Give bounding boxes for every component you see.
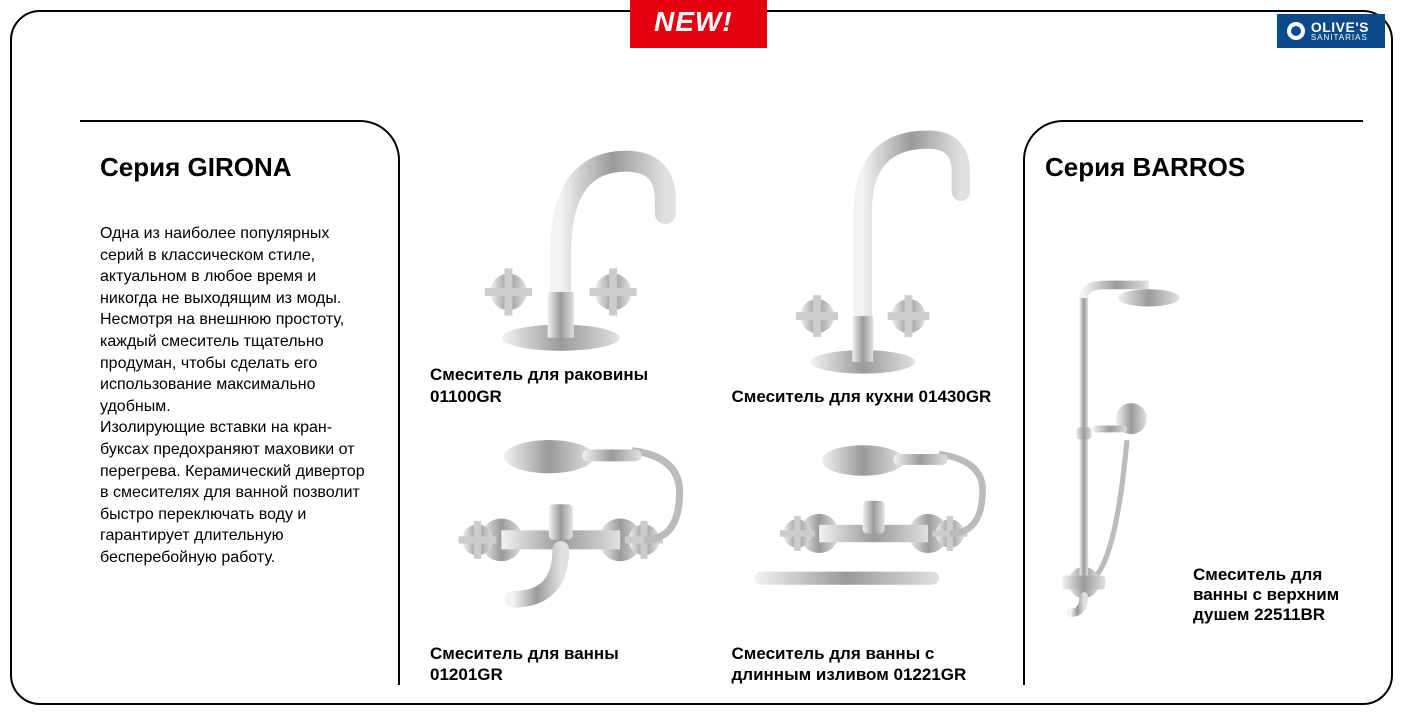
product-label: Смеситель для ванны с длинным изливом 01… xyxy=(732,643,994,686)
brand-line1: OLIVE'S xyxy=(1311,20,1369,34)
kitchen-faucet-svg xyxy=(732,120,994,382)
product-grid: Смеситель для раковины 01100GR Смеситель… xyxy=(430,120,993,685)
series-girona-title: Серия GIRONA xyxy=(100,152,374,183)
brand-text: OLIVE'S SANITARIAS xyxy=(1311,20,1369,42)
series-girona-block: Серия GIRONA Одна из наиболее популярных… xyxy=(80,120,400,685)
product-label: Смеситель для ванны 01201GR xyxy=(430,643,692,686)
product-label: Смеситель для раковины 01100GR xyxy=(430,364,692,407)
series-barros-block: Серия BARROS xyxy=(1023,120,1363,685)
product-label: Смеситель для кухни 01430GR xyxy=(732,386,994,407)
brand-logo-icon xyxy=(1287,22,1305,40)
bath-faucet-long-svg xyxy=(732,430,994,626)
product-basin: Смеситель для раковины 01100GR xyxy=(430,120,692,407)
kitchen-faucet-icon xyxy=(732,120,994,382)
product-bath-long: Смеситель для ванны с длинным изливом 01… xyxy=(732,417,994,685)
barros-product-label: Смеситель для ванны с верхним душем 2251… xyxy=(1193,565,1353,665)
content-row: Серия GIRONA Одна из наиболее популярных… xyxy=(80,120,1363,685)
basin-faucet-svg xyxy=(430,122,692,357)
brand-line2: SANITARIAS xyxy=(1311,34,1369,42)
basin-faucet-icon xyxy=(430,120,692,360)
shower-column-svg xyxy=(1045,272,1183,617)
new-badge: NEW! xyxy=(630,0,767,48)
shower-column-icon xyxy=(1045,223,1183,665)
bath-faucet-icon xyxy=(430,417,692,639)
product-bath: Смеситель для ванны 01201GR xyxy=(430,417,692,685)
bath-faucet-long-icon xyxy=(732,417,994,639)
series-barros-title: Серия BARROS xyxy=(1045,152,1353,183)
series-girona-description: Одна из наиболее популярных серий в клас… xyxy=(100,223,374,569)
bath-faucet-svg xyxy=(430,421,692,635)
product-kitchen: Смеситель для кухни 01430GR xyxy=(732,120,994,407)
brand-badge: OLIVE'S SANITARIAS xyxy=(1277,14,1385,48)
